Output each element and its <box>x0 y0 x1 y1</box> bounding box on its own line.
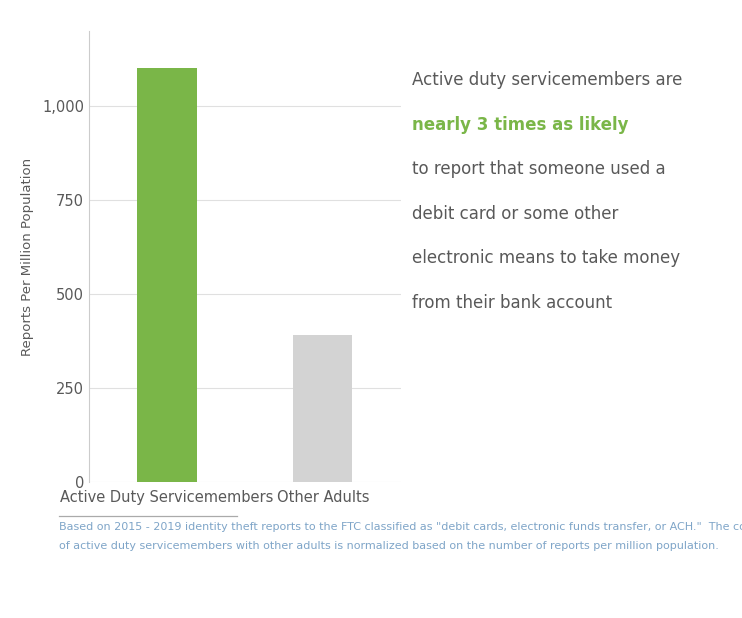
Text: to report that someone used a: to report that someone used a <box>412 160 666 178</box>
Y-axis label: Reports Per Million Population: Reports Per Million Population <box>21 158 34 355</box>
Text: electronic means to take money: electronic means to take money <box>412 249 680 267</box>
Bar <box>293 336 352 482</box>
Text: from their bank account: from their bank account <box>412 294 612 311</box>
Text: nearly 3 times as likely: nearly 3 times as likely <box>412 116 628 133</box>
Bar <box>137 69 197 482</box>
Text: Based on 2015 - 2019 identity theft reports to the FTC classified as "debit card: Based on 2015 - 2019 identity theft repo… <box>59 522 742 532</box>
Text: debit card or some other: debit card or some other <box>412 205 618 222</box>
Text: Active duty servicemembers are: Active duty servicemembers are <box>412 71 682 89</box>
Text: of active duty servicemembers with other adults is normalized based on the numbe: of active duty servicemembers with other… <box>59 541 719 551</box>
